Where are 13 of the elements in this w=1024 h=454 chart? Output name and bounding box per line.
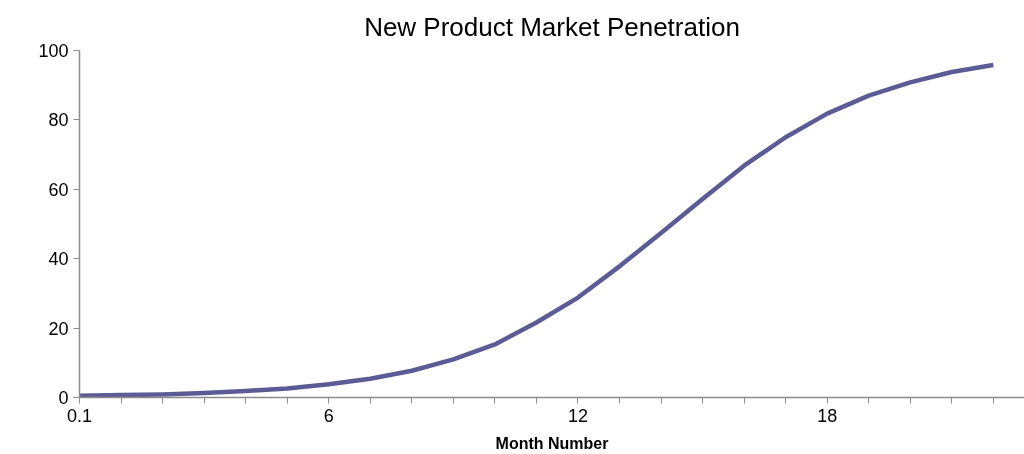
y-tick-label: 40 (48, 249, 69, 270)
y-tick-label: 60 (48, 179, 69, 200)
x-tick-label: 0.1 (66, 405, 93, 426)
y-tick-label: 100 (38, 41, 69, 61)
y-tick-label: 0 (58, 388, 69, 408)
y-tick-label: 80 (48, 110, 69, 131)
chart-title: New Product Market Penetration (364, 11, 740, 42)
x-axis-title: Month Number (495, 434, 609, 452)
x-tick-label: 12 (567, 405, 588, 426)
x-tick-label: 18 (817, 405, 838, 426)
y-tick-label: 20 (48, 318, 69, 339)
x-tick-label: 6 (323, 405, 334, 426)
line-series (79, 62, 996, 398)
